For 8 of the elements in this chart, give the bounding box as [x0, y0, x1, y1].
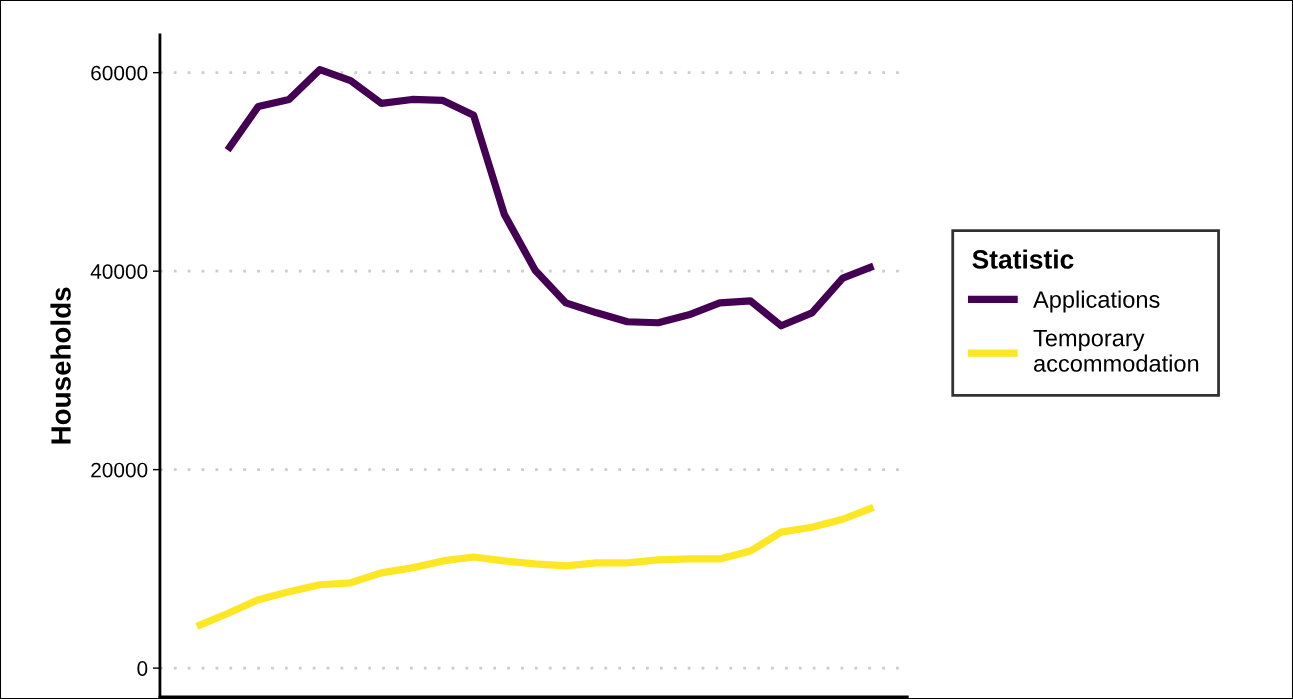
y-tick-label: 0: [137, 661, 148, 676]
y-tick-label: 60000: [91, 65, 148, 81]
y-tick-label: 20000: [91, 462, 148, 478]
legend-title: Statistic: [972, 249, 1074, 269]
y-axis-title: Households: [50, 287, 71, 444]
legend-label: Applications: [1033, 290, 1160, 313]
legend-label: Temporary accommodation: [1033, 329, 1199, 372]
y-tick-label: 40000: [90, 264, 148, 279]
